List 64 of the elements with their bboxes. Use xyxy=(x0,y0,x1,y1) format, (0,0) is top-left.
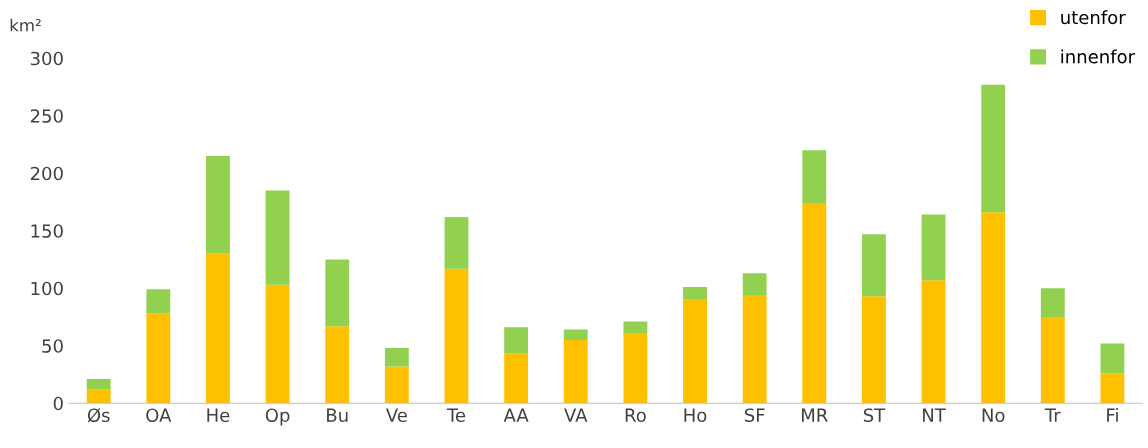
x-tick-label: Ve xyxy=(385,408,407,423)
bar xyxy=(563,339,588,404)
x-tick-label: VA xyxy=(564,408,588,422)
bar xyxy=(1100,373,1125,404)
bar xyxy=(981,212,1006,404)
x-tick-label: ST xyxy=(863,408,886,423)
bar xyxy=(683,299,707,404)
x-tick-label: Ho xyxy=(684,408,707,423)
bar xyxy=(384,348,409,367)
x-tick-label: MR xyxy=(801,408,828,422)
bar xyxy=(206,253,230,404)
legend-label: innenfor xyxy=(1061,49,1136,64)
bar xyxy=(921,280,946,404)
bar xyxy=(146,313,171,404)
bar xyxy=(742,295,767,404)
x-tick-label: Tr xyxy=(1044,408,1061,422)
bar xyxy=(623,321,648,334)
y-axis-title: km² xyxy=(10,18,41,32)
x-tick-label: No xyxy=(982,408,1005,423)
bar xyxy=(1040,288,1065,317)
x-tick-label: Te xyxy=(446,408,466,423)
x-tick-label: Fi xyxy=(1107,408,1118,422)
bar xyxy=(1040,316,1065,404)
bar xyxy=(563,329,588,340)
y-tick-label: 50 xyxy=(42,339,63,353)
x-tick-label: SF xyxy=(744,408,765,423)
bar xyxy=(802,203,827,404)
bar xyxy=(384,366,409,404)
x-tick-label: OA xyxy=(146,408,172,423)
y-tick-label: 200 xyxy=(30,166,63,181)
bar xyxy=(802,150,827,204)
bar xyxy=(683,287,707,300)
x-tick-label: AA xyxy=(503,408,529,422)
x-tick-label: He xyxy=(207,408,230,423)
bar xyxy=(504,353,529,404)
bar xyxy=(444,268,469,404)
x-tick-label: Ro xyxy=(625,408,646,423)
bar xyxy=(325,259,350,327)
bar xyxy=(86,389,111,404)
bar xyxy=(981,84,1006,213)
y-tick-label: 150 xyxy=(31,224,63,238)
bar xyxy=(921,214,946,281)
bar xyxy=(206,155,230,254)
bar xyxy=(265,190,290,285)
bar xyxy=(1100,343,1125,374)
bar xyxy=(325,326,350,404)
y-tick-label: 250 xyxy=(30,109,63,123)
x-tick-label: NT xyxy=(923,408,946,422)
bar xyxy=(504,327,529,354)
y-tick-label: 300 xyxy=(30,51,63,66)
bar xyxy=(86,379,111,390)
bar xyxy=(861,296,886,404)
bar xyxy=(861,234,886,297)
x-tick-label: Bu xyxy=(327,408,348,423)
y-tick-label: 100 xyxy=(31,281,63,296)
bar xyxy=(623,333,648,404)
legend-label: utenfor xyxy=(1061,10,1126,25)
x-tick-label: Øs xyxy=(87,408,110,423)
bar xyxy=(146,289,171,314)
bar xyxy=(265,284,290,404)
bar xyxy=(444,216,469,269)
x-tick-label: Op xyxy=(265,408,290,426)
y-tick-label: 0 xyxy=(53,396,63,411)
bar xyxy=(742,273,767,296)
